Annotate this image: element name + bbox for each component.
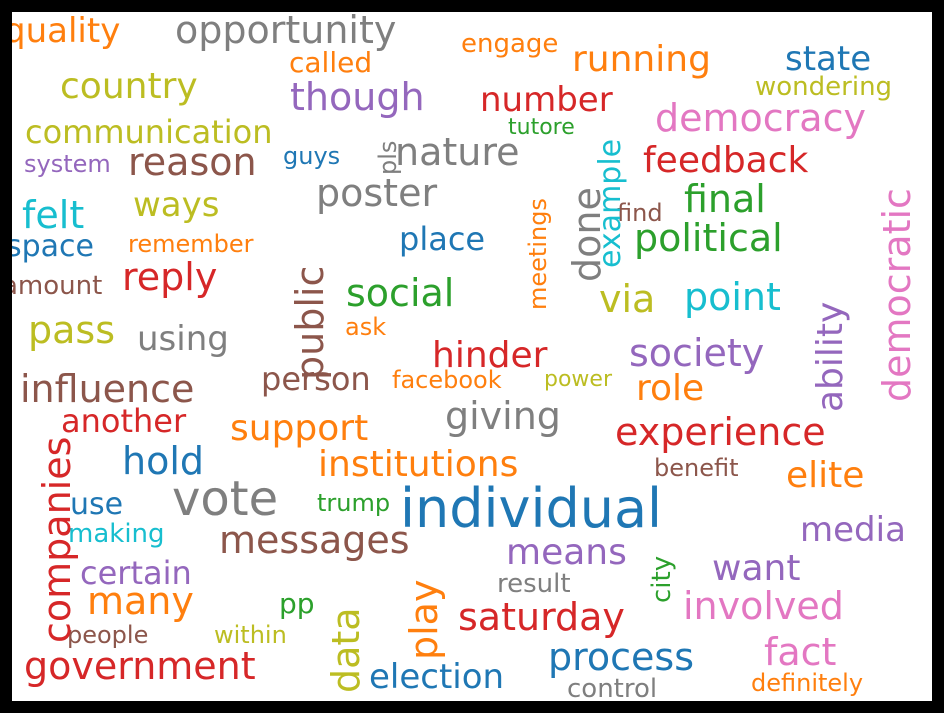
word-via: via [599, 277, 655, 321]
word-experience: experience [615, 410, 826, 454]
word-many: many [87, 579, 194, 623]
word-engage: engage [461, 29, 558, 59]
word-person: person [261, 360, 371, 398]
word-point: point [684, 275, 781, 319]
word-country: country [60, 66, 198, 107]
word-space: space [12, 229, 94, 264]
word-vote: vote [172, 471, 278, 527]
word-meetings: meetings [524, 198, 552, 310]
word-individual: individual [400, 477, 662, 540]
word-media: media [800, 510, 906, 550]
word-social: social [346, 271, 454, 315]
word-communication: communication [25, 113, 272, 151]
word-means: means [506, 532, 627, 573]
word-feedback: feedback [643, 140, 809, 181]
word-felt: felt [22, 193, 84, 237]
word-tutore: tutore [508, 115, 575, 140]
word-nature: nature [395, 130, 520, 174]
word-state: state [785, 39, 871, 79]
word-fact: fact [764, 630, 836, 674]
word-hold: hold [122, 439, 204, 483]
word-facebook: facebook [392, 366, 502, 394]
word-wondering: wondering [755, 72, 892, 102]
word-done: done [565, 187, 609, 282]
word-giving: giving [445, 394, 561, 438]
word-called: called [289, 46, 372, 79]
word-amount: amount [12, 271, 102, 301]
word-within: within [214, 621, 287, 649]
word-people: people [67, 621, 148, 649]
word-play: play [402, 580, 446, 660]
word-definitely: definitely [751, 669, 863, 697]
word-pls: pls [374, 141, 402, 175]
word-example: example [593, 139, 628, 268]
word-role: role [636, 368, 704, 409]
word-democracy: democracy [655, 96, 866, 140]
word-involved: involved [683, 584, 844, 628]
word-saturday: saturday [458, 595, 625, 639]
word-pp: pp [279, 587, 315, 620]
word-democratic: democratic [875, 188, 919, 402]
word-process: process [548, 635, 694, 679]
word-using: using [137, 319, 229, 359]
word-cloud: individual vote opportunity institutions cou… [12, 12, 919, 701]
word-place: place [399, 220, 485, 258]
word-cloud-canvas: individual vote opportunity institutions cou… [12, 12, 932, 701]
word-pass: pass [28, 308, 115, 352]
word-reply: reply [122, 255, 217, 299]
word-ability: ability [810, 302, 851, 412]
word-power: power [544, 367, 613, 392]
word-result: result [497, 569, 571, 599]
word-ways: ways [133, 185, 219, 225]
word-guys: guys [283, 142, 340, 170]
word-reason: reason [128, 140, 257, 184]
word-influence: influence [20, 367, 194, 411]
word-benefit: benefit [654, 454, 739, 482]
word-system: system [24, 150, 111, 178]
word-control: control [567, 674, 657, 701]
word-political: political [634, 216, 783, 260]
word-institutions: institutions [318, 444, 518, 485]
word-ask: ask [345, 313, 386, 341]
word-certain: certain [80, 554, 192, 592]
word-support: support [230, 408, 368, 449]
word-another: another [61, 402, 187, 440]
word-trump: trump [317, 489, 390, 517]
word-opportunity: opportunity [175, 12, 396, 52]
word-society: society [629, 331, 764, 375]
word-city: city [647, 556, 677, 603]
word-messages: messages [219, 518, 410, 562]
word-companies: companies [35, 437, 79, 643]
word-data: data [324, 607, 368, 693]
word-running: running [572, 39, 711, 80]
word-poster: poster [316, 171, 437, 215]
word-government: government [24, 644, 256, 688]
word-number: number [480, 80, 613, 120]
word-final: final [684, 177, 766, 221]
word-election: election [369, 657, 504, 697]
word-remember: remember [128, 230, 254, 258]
word-want: want [712, 548, 800, 589]
word-making: making [68, 519, 165, 549]
word-public: public [288, 266, 332, 380]
word-use: use [70, 487, 123, 522]
word-quality: quality [12, 12, 120, 51]
word-hinder: hinder [432, 335, 548, 376]
word-elite: elite [786, 455, 864, 496]
word-though: though [290, 75, 425, 119]
word-find: find [617, 199, 663, 227]
